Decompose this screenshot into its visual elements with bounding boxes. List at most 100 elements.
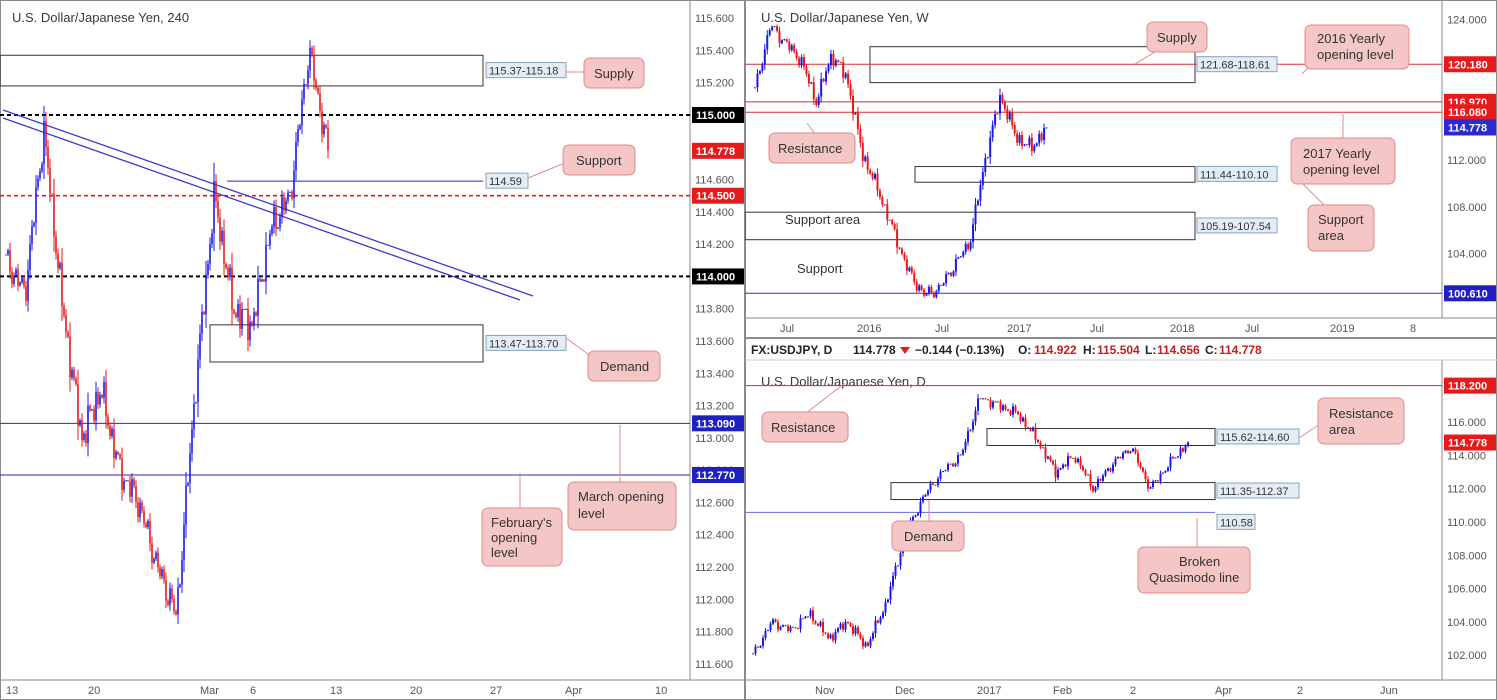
h4-candle xyxy=(319,86,321,118)
daily-candle xyxy=(1067,452,1069,470)
daily-resistance-callout: Resistance xyxy=(761,382,849,443)
weekly-candle xyxy=(886,199,889,226)
daily-candle xyxy=(989,397,992,411)
daily-label-level-value: 110.58 xyxy=(1216,513,1256,530)
svg-text:114.778: 114.778 xyxy=(1448,438,1487,450)
daily-candle xyxy=(1037,439,1039,444)
h4-candle xyxy=(217,195,219,224)
daily-x-tick-label: Apr xyxy=(1215,685,1232,697)
daily-candle xyxy=(1064,463,1067,468)
weekly-candle xyxy=(766,30,769,55)
h4-candle xyxy=(45,111,47,157)
daily-candle xyxy=(787,624,789,633)
daily-candle xyxy=(1062,463,1064,470)
h4-candle xyxy=(125,479,127,482)
weekly-candle xyxy=(1038,130,1041,147)
daily-candle xyxy=(899,548,902,570)
h4-candle xyxy=(185,471,187,539)
h4-candle xyxy=(181,551,183,594)
h4-price-tag: 113.090 xyxy=(692,415,744,432)
daily-open: 114.922 xyxy=(1034,343,1077,357)
h4-current-price-tag: 114.778 xyxy=(692,142,744,159)
weekly-x-tick-label: Jul xyxy=(780,323,794,335)
h4-candle xyxy=(209,237,211,271)
weekly-candle xyxy=(847,69,850,89)
daily-candle xyxy=(1182,447,1184,453)
daily-candle xyxy=(1167,466,1169,472)
h4-x-ticks: 13 20 Mar 6 13 20 27 Apr 10 xyxy=(6,685,667,697)
h4-candle xyxy=(143,506,145,528)
weekly-chart[interactable]: U.S. Dollar/Japanese Yen, W 124.000 112.0… xyxy=(745,0,1497,338)
h4-candle xyxy=(289,191,291,193)
weekly-candle xyxy=(837,59,840,63)
weekly-candle xyxy=(869,168,872,175)
svg-text:2016 Yearly: 2016 Yearly xyxy=(1317,31,1385,46)
h4-candle xyxy=(145,521,147,529)
daily-candle xyxy=(1124,449,1127,454)
h4-price-tag: 114.500 xyxy=(692,187,744,204)
daily-open-label: O: xyxy=(1018,343,1031,357)
weekly-candle xyxy=(878,188,881,200)
h4-candle xyxy=(167,599,169,607)
daily-candle xyxy=(1144,468,1147,483)
daily-candle xyxy=(897,565,899,567)
svg-text:114.778: 114.778 xyxy=(1448,122,1487,134)
daily-candle xyxy=(1142,466,1144,473)
daily-candle xyxy=(1162,472,1164,474)
h4-candle xyxy=(23,275,25,289)
daily-candle xyxy=(934,484,937,486)
daily-candle xyxy=(804,615,807,619)
svg-text:118.200: 118.200 xyxy=(1448,381,1487,393)
weekly-candle xyxy=(800,54,803,69)
daily-candle xyxy=(994,401,997,403)
h4-march-opening-callout: March opening level xyxy=(567,425,677,531)
h4-candle xyxy=(63,302,65,319)
h4-candle xyxy=(269,229,271,250)
weekly-candle xyxy=(976,199,979,207)
weekly-candle xyxy=(947,272,950,275)
daily-candle xyxy=(1044,443,1047,463)
daily-candle xyxy=(767,629,769,632)
weekly-candle xyxy=(1006,105,1009,124)
svg-text:121.68-118.61: 121.68-118.61 xyxy=(1200,60,1270,72)
weekly-candle xyxy=(773,26,776,28)
h4-chart[interactable]: U.S. Dollar/Japanese Yen, 240 115.600 115… xyxy=(0,0,745,700)
weekly-candle xyxy=(874,172,877,181)
daily-x-tick-label: Jun xyxy=(1380,685,1398,697)
daily-candle xyxy=(1074,456,1077,464)
h4-candle xyxy=(265,232,267,295)
weekly-candle xyxy=(915,278,918,294)
daily-candle xyxy=(1129,450,1132,454)
daily-candle xyxy=(1027,426,1029,429)
weekly-candle xyxy=(795,49,798,61)
daily-x-tick-label: 2017 xyxy=(977,685,1001,697)
weekly-candle xyxy=(925,292,928,297)
daily-candle xyxy=(1007,408,1009,412)
weekly-candle xyxy=(817,93,820,108)
h4-candle xyxy=(291,189,293,201)
daily-candle xyxy=(1177,455,1179,459)
daily-chart[interactable]: FX:USDJPY, D 114.778 −0.144 (−0.13%) O: … xyxy=(745,338,1497,700)
h4-candle xyxy=(281,190,283,224)
weekly-candle xyxy=(1028,135,1031,148)
daily-x-ticks: Nov Dec 2017 Feb 2 Apr 2 Jun xyxy=(815,685,1398,697)
daily-candle xyxy=(867,641,869,647)
weekly-candle xyxy=(856,107,859,135)
h4-title: U.S. Dollar/Japanese Yen, 240 xyxy=(12,10,189,25)
h4-candle xyxy=(89,404,91,412)
h4-candle xyxy=(261,278,263,283)
weekly-candle xyxy=(957,256,960,260)
h4-candle xyxy=(315,77,317,91)
daily-candle xyxy=(864,641,867,648)
h4-candle xyxy=(305,84,307,86)
h4-candle xyxy=(47,139,49,175)
h4-candle xyxy=(79,418,81,428)
daily-candle xyxy=(752,653,754,655)
daily-candle xyxy=(862,635,864,650)
daily-candle xyxy=(1004,404,1007,411)
h4-candle xyxy=(87,392,89,457)
weekly-candle xyxy=(989,130,992,164)
daily-candle xyxy=(952,462,954,468)
weekly-candle xyxy=(822,77,825,83)
weekly-candle xyxy=(756,69,759,93)
